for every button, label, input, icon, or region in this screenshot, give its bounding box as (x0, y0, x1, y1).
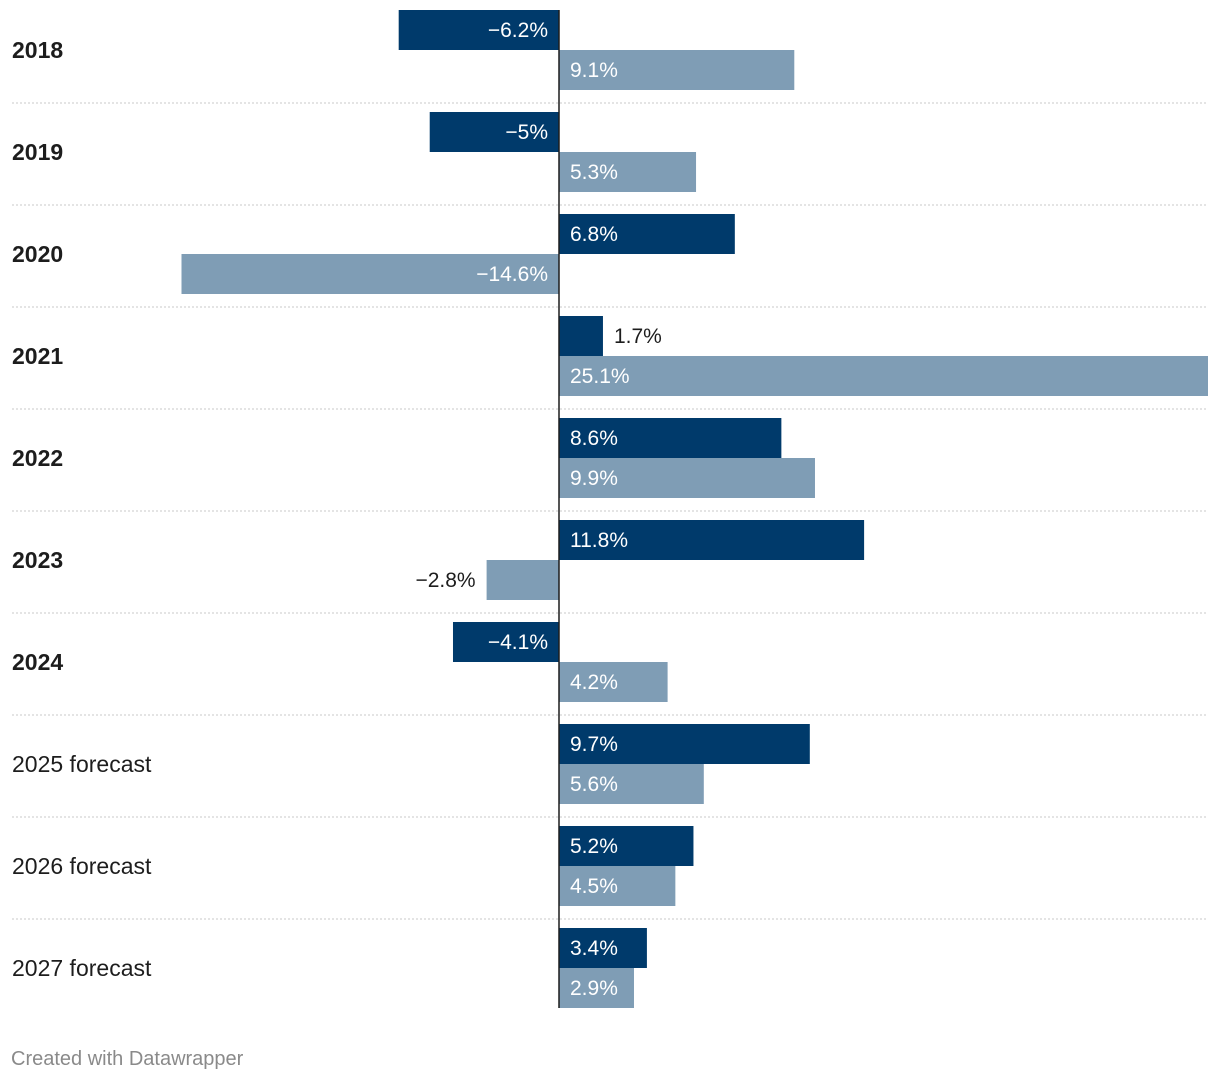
bar-series-1-2018 (398, 10, 559, 50)
bar-series-2-2024 (559, 662, 668, 702)
value-label-series-1-2024: −4.1% (488, 631, 548, 654)
value-label-series-1-2020: 6.8% (570, 223, 618, 246)
bar-series-1-2023 (559, 520, 865, 560)
value-label-series-2-2021: 25.1% (570, 365, 630, 388)
value-label-series-1-2023: 11.8% (570, 529, 628, 552)
bar-series-2-2021 (559, 356, 1208, 396)
value-label-series-2-2019: 5.3% (570, 161, 618, 184)
datawrapper-credit[interactable]: Created with Datawrapper (11, 1048, 244, 1070)
bar-series-2-2020 (181, 254, 559, 294)
value-label-series-1-2022: 8.6% (570, 427, 618, 450)
value-label-series-2-2022: 9.9% (570, 467, 618, 490)
bar-series-2-2026-forecast (559, 866, 676, 906)
category-label-2021: 2021 (12, 343, 63, 369)
value-label-series-1-2018: −6.2% (488, 19, 548, 42)
category-label-2018: 2018 (12, 37, 63, 63)
bar-series-2-2022 (559, 458, 815, 498)
bar-series-1-2027-forecast (559, 928, 647, 968)
bar-series-1-2022 (559, 418, 782, 458)
value-label-series-1-2021: 1.7% (614, 325, 662, 348)
category-label-2026-forecast: 2026 forecast (12, 853, 152, 879)
value-label-series-1-2027-forecast: 3.4% (570, 937, 618, 960)
value-label-series-2-2024: 4.2% (570, 671, 618, 694)
bar-series-1-2020 (559, 214, 735, 254)
value-label-series-1-2025-forecast: 9.7% (570, 733, 618, 756)
bar-series-1-2025-forecast (559, 724, 810, 764)
value-label-series-2-2023: −2.8% (415, 569, 475, 592)
value-label-series-2-2020: −14.6% (476, 263, 548, 286)
bar-series-2-2025-forecast (559, 764, 704, 804)
category-label-2020: 2020 (12, 241, 63, 267)
value-label-series-1-2026-forecast: 5.2% (570, 835, 618, 858)
bar-series-1-2021 (559, 316, 603, 356)
value-label-series-2-2026-forecast: 4.5% (570, 875, 618, 898)
bar-series-1-2024 (452, 622, 559, 662)
bar-series-1-2026-forecast (559, 826, 694, 866)
chart-svg: 2018 −6.2% 9.1% 2019 −5% 5.3% 2020 6.8% −14.6% 20… (12, 10, 1208, 1008)
bar-series-2-2027-forecast (559, 968, 634, 1008)
bar-series-1-2019 (429, 112, 559, 152)
value-label-series-2-2025-forecast: 5.6% (570, 773, 618, 796)
category-label-2025-forecast: 2025 forecast (12, 751, 152, 777)
category-label-2023: 2023 (12, 547, 63, 573)
bar-series-2-2018 (559, 50, 795, 90)
value-label-series-2-2027-forecast: 2.9% (570, 977, 618, 1000)
value-label-series-1-2019: −5% (505, 121, 548, 144)
category-label-2024: 2024 (12, 649, 63, 675)
value-label-series-2-2018: 9.1% (570, 59, 618, 82)
bar-series-2-2023 (486, 560, 559, 600)
category-label-2019: 2019 (12, 139, 63, 165)
category-label-2022: 2022 (12, 445, 63, 471)
category-label-2027-forecast: 2027 forecast (12, 955, 152, 981)
bar-series-2-2019 (559, 152, 697, 192)
